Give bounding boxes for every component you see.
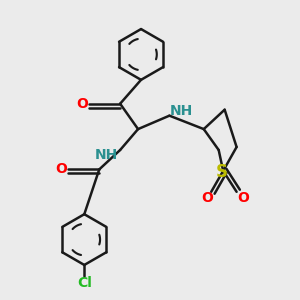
Text: NH: NH	[94, 148, 118, 162]
Text: O: O	[56, 162, 67, 176]
Text: Cl: Cl	[77, 277, 92, 290]
Text: O: O	[201, 191, 213, 206]
Text: S: S	[216, 164, 228, 181]
Text: NH: NH	[169, 103, 193, 118]
Text: O: O	[237, 191, 249, 206]
Text: O: O	[76, 97, 88, 111]
